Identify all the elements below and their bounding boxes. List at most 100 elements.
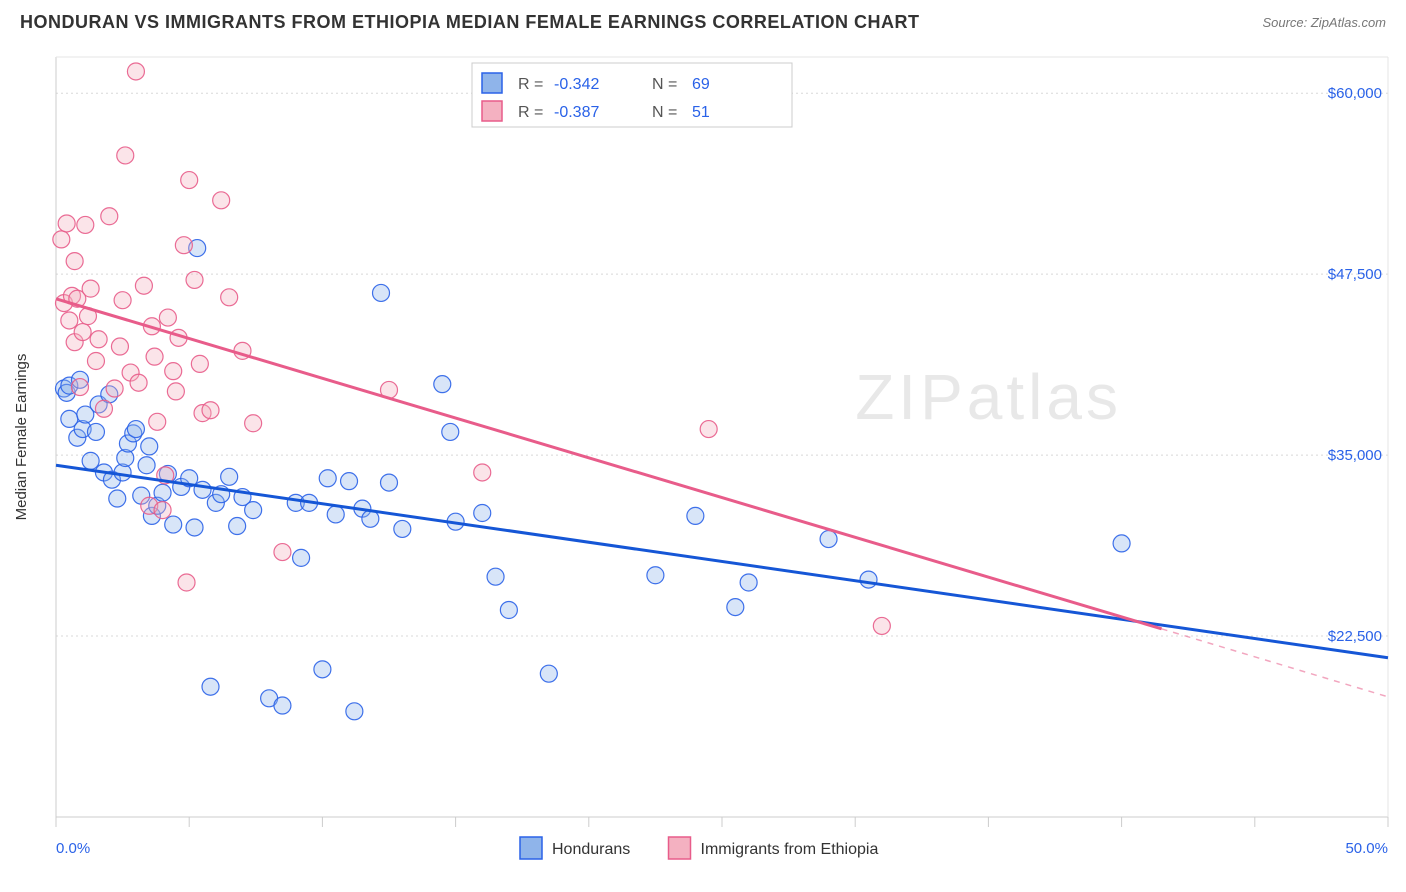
data-point xyxy=(381,474,398,491)
data-point xyxy=(165,516,182,533)
data-point xyxy=(442,423,459,440)
data-point xyxy=(130,374,147,391)
data-point xyxy=(82,452,99,469)
legend-swatch xyxy=(520,837,542,859)
data-point xyxy=(135,277,152,294)
data-point xyxy=(186,271,203,288)
data-point xyxy=(860,571,877,588)
data-point xyxy=(474,505,491,522)
data-point xyxy=(82,280,99,297)
data-point xyxy=(167,383,184,400)
data-point xyxy=(53,231,70,248)
data-point xyxy=(186,519,203,536)
data-point xyxy=(727,599,744,616)
y-axis-label: $22,500 xyxy=(1328,628,1382,645)
data-point xyxy=(114,292,131,309)
data-point xyxy=(61,312,78,329)
stats-r-value: -0.342 xyxy=(554,76,599,93)
data-point xyxy=(165,363,182,380)
data-point xyxy=(221,289,238,306)
y-axis-title: Median Female Earnings xyxy=(13,354,30,521)
data-point xyxy=(394,520,411,537)
legend-swatch xyxy=(669,837,691,859)
data-point xyxy=(474,464,491,481)
stats-n-value: 51 xyxy=(692,104,710,121)
data-point xyxy=(101,208,118,225)
data-point xyxy=(434,376,451,393)
data-point xyxy=(95,400,112,417)
data-point xyxy=(127,63,144,80)
data-point xyxy=(109,490,126,507)
legend-label: Hondurans xyxy=(552,841,630,858)
stats-n-value: 69 xyxy=(692,76,710,93)
data-point xyxy=(341,473,358,490)
data-point xyxy=(1113,535,1130,552)
data-point xyxy=(87,423,104,440)
data-point xyxy=(221,468,238,485)
stats-n-label: N = xyxy=(652,76,677,93)
data-point xyxy=(327,506,344,523)
data-point xyxy=(159,309,176,326)
data-point xyxy=(700,421,717,438)
data-point xyxy=(127,421,144,438)
data-point xyxy=(117,147,134,164)
data-point xyxy=(229,518,246,535)
x-axis-label: 50.0% xyxy=(1345,840,1388,857)
chart-title: HONDURAN VS IMMIGRANTS FROM ETHIOPIA MED… xyxy=(20,12,920,33)
data-point xyxy=(146,348,163,365)
stats-r-label: R = xyxy=(518,104,543,121)
data-point xyxy=(373,284,390,301)
data-point xyxy=(873,617,890,634)
y-axis-label: $47,500 xyxy=(1328,266,1382,283)
data-point xyxy=(178,574,195,591)
data-point xyxy=(540,665,557,682)
data-point xyxy=(245,415,262,432)
data-point xyxy=(500,601,517,618)
source-attribution: Source: ZipAtlas.com xyxy=(1262,15,1386,30)
data-point xyxy=(191,355,208,372)
stats-legend: R = -0.342 N = 69 R = -0.387 N = 51 xyxy=(472,63,792,127)
stats-n-label: N = xyxy=(652,104,677,121)
data-point xyxy=(346,703,363,720)
data-point xyxy=(274,697,291,714)
chart-svg: ZIPatlas 0.0% 50.0% $22,500 $35,000 $47,500 $6… xyxy=(0,39,1406,885)
y-axis-label: $60,000 xyxy=(1328,85,1382,102)
data-point xyxy=(319,470,336,487)
data-point xyxy=(138,457,155,474)
data-point xyxy=(245,502,262,519)
data-point xyxy=(106,380,123,397)
data-point xyxy=(58,215,75,232)
stats-r-value: -0.387 xyxy=(554,104,599,121)
correlation-chart: ZIPatlas 0.0% 50.0% $22,500 $35,000 $47,500 $6… xyxy=(0,39,1406,885)
data-point xyxy=(293,549,310,566)
stats-swatch xyxy=(482,73,502,93)
data-point xyxy=(154,502,171,519)
data-point xyxy=(820,531,837,548)
data-point xyxy=(149,413,166,430)
data-point xyxy=(87,353,104,370)
header: HONDURAN VS IMMIGRANTS FROM ETHIOPIA MED… xyxy=(0,0,1406,39)
x-axis-label: 0.0% xyxy=(56,840,90,857)
data-point xyxy=(66,253,83,270)
y-axis-label: $35,000 xyxy=(1328,447,1382,464)
data-point xyxy=(647,567,664,584)
data-point xyxy=(274,544,291,561)
data-point xyxy=(175,237,192,254)
data-point xyxy=(90,331,107,348)
data-point xyxy=(71,379,88,396)
data-point xyxy=(77,216,94,233)
stats-r-label: R = xyxy=(518,76,543,93)
data-point xyxy=(154,484,171,501)
data-point xyxy=(141,438,158,455)
data-point xyxy=(74,324,91,341)
data-point xyxy=(314,661,331,678)
data-point xyxy=(487,568,504,585)
watermark: ZIPatlas xyxy=(855,361,1122,433)
data-point xyxy=(202,678,219,695)
data-point xyxy=(111,338,128,355)
data-point xyxy=(213,192,230,209)
stats-swatch xyxy=(482,101,502,121)
data-point xyxy=(202,402,219,419)
data-point xyxy=(740,574,757,591)
data-point xyxy=(687,507,704,524)
